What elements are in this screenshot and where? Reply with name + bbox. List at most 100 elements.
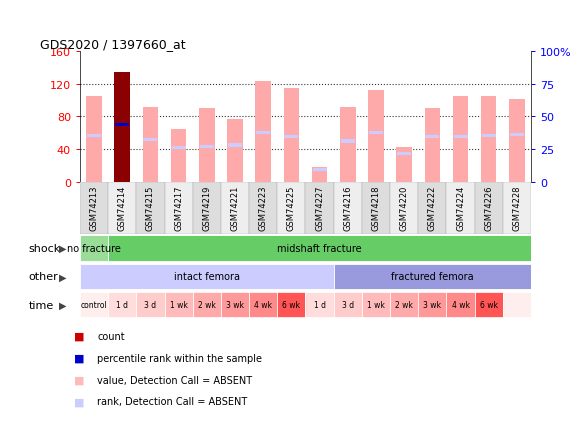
Text: 6 wk: 6 wk <box>283 300 300 309</box>
Text: GSM74216: GSM74216 <box>343 185 352 230</box>
Bar <box>368 91 384 182</box>
Bar <box>80 264 333 289</box>
Bar <box>453 97 468 182</box>
Bar <box>172 147 186 150</box>
Bar <box>108 182 136 234</box>
Bar <box>453 136 468 139</box>
Bar <box>333 264 531 289</box>
Text: 4 wk: 4 wk <box>452 300 469 309</box>
Text: control: control <box>81 300 107 309</box>
Bar <box>418 182 447 234</box>
Bar <box>227 120 243 182</box>
Bar <box>80 236 108 261</box>
Bar <box>143 107 158 182</box>
Bar <box>256 132 270 135</box>
Bar <box>249 182 278 234</box>
Text: GSM74223: GSM74223 <box>259 185 268 230</box>
Bar <box>390 182 418 234</box>
Bar <box>333 182 362 234</box>
Text: value, Detection Call = ABSENT: value, Detection Call = ABSENT <box>97 375 252 385</box>
Text: GSM74219: GSM74219 <box>202 185 211 230</box>
Text: 1 d: 1 d <box>116 300 128 309</box>
Text: ■: ■ <box>74 332 85 341</box>
Text: 2 wk: 2 wk <box>198 300 216 309</box>
Bar <box>362 182 390 234</box>
Text: GSM74224: GSM74224 <box>456 185 465 230</box>
Text: ▶: ▶ <box>59 243 67 253</box>
Text: no fracture: no fracture <box>67 243 121 253</box>
Bar <box>115 124 129 127</box>
Text: GSM74217: GSM74217 <box>174 185 183 230</box>
Text: intact femora: intact femora <box>174 272 240 282</box>
Text: GSM74213: GSM74213 <box>90 185 99 230</box>
Bar <box>341 140 355 143</box>
Bar <box>362 292 390 318</box>
Bar <box>305 182 333 234</box>
Bar <box>164 182 193 234</box>
Text: 3 d: 3 d <box>341 300 354 309</box>
Bar <box>510 134 524 137</box>
Text: GSM74222: GSM74222 <box>428 185 437 230</box>
Bar <box>171 129 186 182</box>
Bar <box>193 182 221 234</box>
Text: GSM74226: GSM74226 <box>484 185 493 230</box>
Text: ▶: ▶ <box>59 272 67 282</box>
Text: 3 wk: 3 wk <box>423 300 441 309</box>
Bar <box>86 97 102 182</box>
Bar <box>425 109 440 182</box>
Text: GDS2020 / 1397660_at: GDS2020 / 1397660_at <box>40 38 186 51</box>
Bar <box>108 292 136 318</box>
Bar <box>447 292 475 318</box>
Bar <box>312 168 327 182</box>
Text: percentile rank within the sample: percentile rank within the sample <box>97 353 262 363</box>
Bar <box>249 292 278 318</box>
Bar <box>143 138 158 141</box>
Bar <box>80 182 108 234</box>
Bar <box>369 132 383 135</box>
Text: GSM74225: GSM74225 <box>287 185 296 230</box>
Bar <box>255 82 271 182</box>
Bar <box>221 292 249 318</box>
Bar <box>200 146 214 149</box>
Bar <box>221 182 249 234</box>
Bar <box>284 136 299 139</box>
Text: 2 wk: 2 wk <box>395 300 413 309</box>
Bar <box>164 292 193 318</box>
Bar <box>482 134 496 138</box>
Bar <box>425 136 439 139</box>
Text: 4 wk: 4 wk <box>254 300 272 309</box>
Bar <box>278 292 305 318</box>
Bar <box>80 292 108 318</box>
Bar <box>114 72 130 182</box>
Bar <box>199 109 215 182</box>
Text: 3 d: 3 d <box>144 300 156 309</box>
Bar <box>278 182 305 234</box>
Bar <box>312 168 327 172</box>
Text: GSM74220: GSM74220 <box>400 185 409 230</box>
Text: other: other <box>29 272 58 282</box>
Text: fractured femora: fractured femora <box>391 272 474 282</box>
Text: ■: ■ <box>74 375 85 385</box>
Bar <box>418 292 447 318</box>
Text: 1 wk: 1 wk <box>367 300 385 309</box>
Text: time: time <box>29 300 54 310</box>
Text: GSM74228: GSM74228 <box>512 185 521 230</box>
Bar <box>509 100 525 182</box>
Text: midshaft fracture: midshaft fracture <box>278 243 362 253</box>
Text: ▶: ▶ <box>59 300 67 310</box>
Text: 3 wk: 3 wk <box>226 300 244 309</box>
Text: shock: shock <box>29 243 61 253</box>
Text: 1 d: 1 d <box>313 300 325 309</box>
Bar <box>503 182 531 234</box>
Text: rank, Detection Call = ABSENT: rank, Detection Call = ABSENT <box>97 397 247 406</box>
Bar <box>475 292 503 318</box>
Bar <box>390 292 418 318</box>
Bar <box>228 144 242 147</box>
Text: ■: ■ <box>74 353 85 363</box>
Bar <box>481 97 497 182</box>
Bar <box>284 89 299 182</box>
Bar <box>475 182 503 234</box>
Text: GSM74218: GSM74218 <box>372 185 380 230</box>
Text: 1 wk: 1 wk <box>170 300 187 309</box>
Bar <box>305 292 333 318</box>
